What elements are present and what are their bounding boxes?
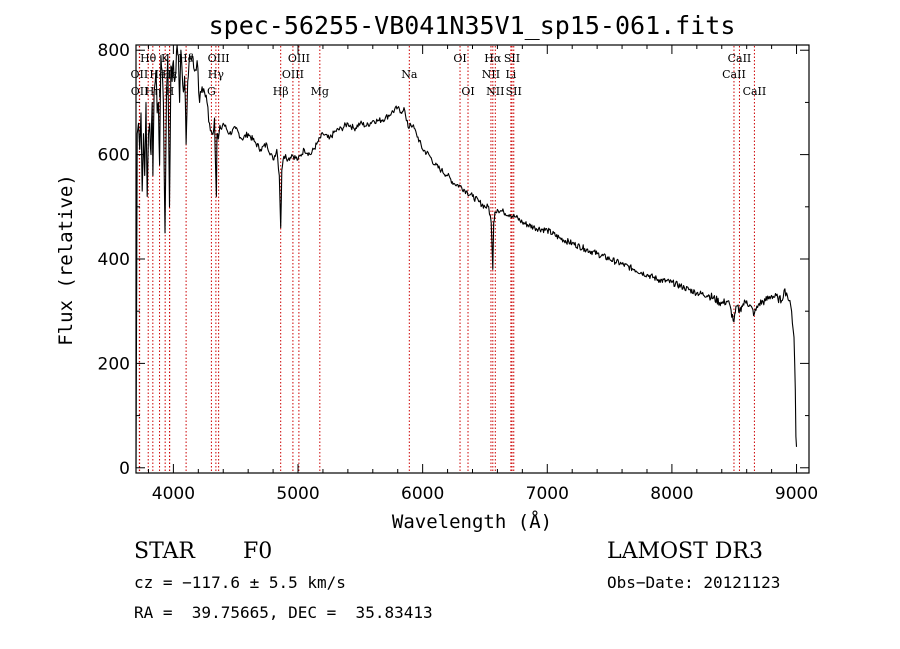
line-marker-label: G: [207, 85, 216, 98]
redshift-velocity: cz = −117.6 ± 5.5 km/s: [134, 573, 346, 592]
line-marker-label: Hη: [145, 85, 161, 98]
line-marker-label: OIII: [288, 52, 310, 65]
line-marker-label: Mg: [311, 85, 329, 98]
y-tick-label: 400: [98, 250, 130, 270]
line-marker-label: Li: [505, 68, 516, 81]
line-marker-label: NII: [482, 68, 500, 81]
line-marker-label: Hα: [484, 52, 502, 65]
line-marker-label: HeI: [149, 68, 169, 81]
x-tick-label: 7000: [526, 484, 569, 504]
y-tick-label: 0: [119, 459, 130, 479]
chart-title: spec-56255-VB041N35V1_sp15-061.fits: [209, 11, 736, 40]
plot-frame: [135, 44, 810, 474]
line-marker-label: OII: [131, 85, 149, 98]
object-class: STAR: [134, 539, 195, 564]
line-marker-label: Hγ: [208, 68, 225, 81]
line-marker-label: Hβ: [273, 85, 289, 98]
x-tick-label: 9000: [775, 484, 818, 504]
coordinates: RA = 39.75665, DEC = 35.83413: [134, 603, 433, 622]
flux-series-line: [135, 44, 798, 468]
x-tick-label: 8000: [650, 484, 693, 504]
x-axis-label: Wavelength (Å): [392, 510, 552, 533]
line-marker-label: OI: [461, 85, 474, 98]
y-tick-label: 800: [98, 41, 130, 61]
line-marker-label: NII: [486, 85, 504, 98]
x-axis-ticks: 4000 5000 6000 7000 8000 9000: [147, 45, 818, 504]
y-tick-label: 200: [98, 354, 130, 374]
line-marker-label: OIII: [208, 52, 230, 65]
x-tick-label: 5000: [276, 484, 319, 504]
observation-date: Obs−Date: 20121123: [607, 573, 781, 592]
x-tick-label: 6000: [401, 484, 444, 504]
line-marker-label: K: [161, 52, 170, 65]
line-marker-label: CaII: [728, 52, 752, 65]
line-marker-label: H: [165, 85, 175, 98]
line-marker-label: CaII: [743, 85, 767, 98]
line-marker-label: OI: [453, 52, 466, 65]
x-tick-label: 4000: [152, 484, 195, 504]
line-marker-label: SII: [504, 52, 520, 65]
line-marker-label: OIII: [282, 68, 304, 81]
line-marker-label: OII: [131, 68, 149, 81]
y-axis-label: Flux (relative): [55, 174, 77, 346]
line-marker-label: Na: [401, 68, 418, 81]
y-tick-label: 600: [98, 146, 130, 166]
y-axis-ticks: 0 200 400 600 800: [98, 41, 809, 479]
line-marker-label: Hθ: [140, 52, 157, 65]
object-subclass: F0: [243, 539, 273, 564]
survey-name: LAMOST DR3: [607, 539, 763, 564]
line-marker-label: SII: [506, 85, 522, 98]
spectral-line-markers: [138, 46, 755, 472]
line-marker-label: CaII: [722, 68, 746, 81]
